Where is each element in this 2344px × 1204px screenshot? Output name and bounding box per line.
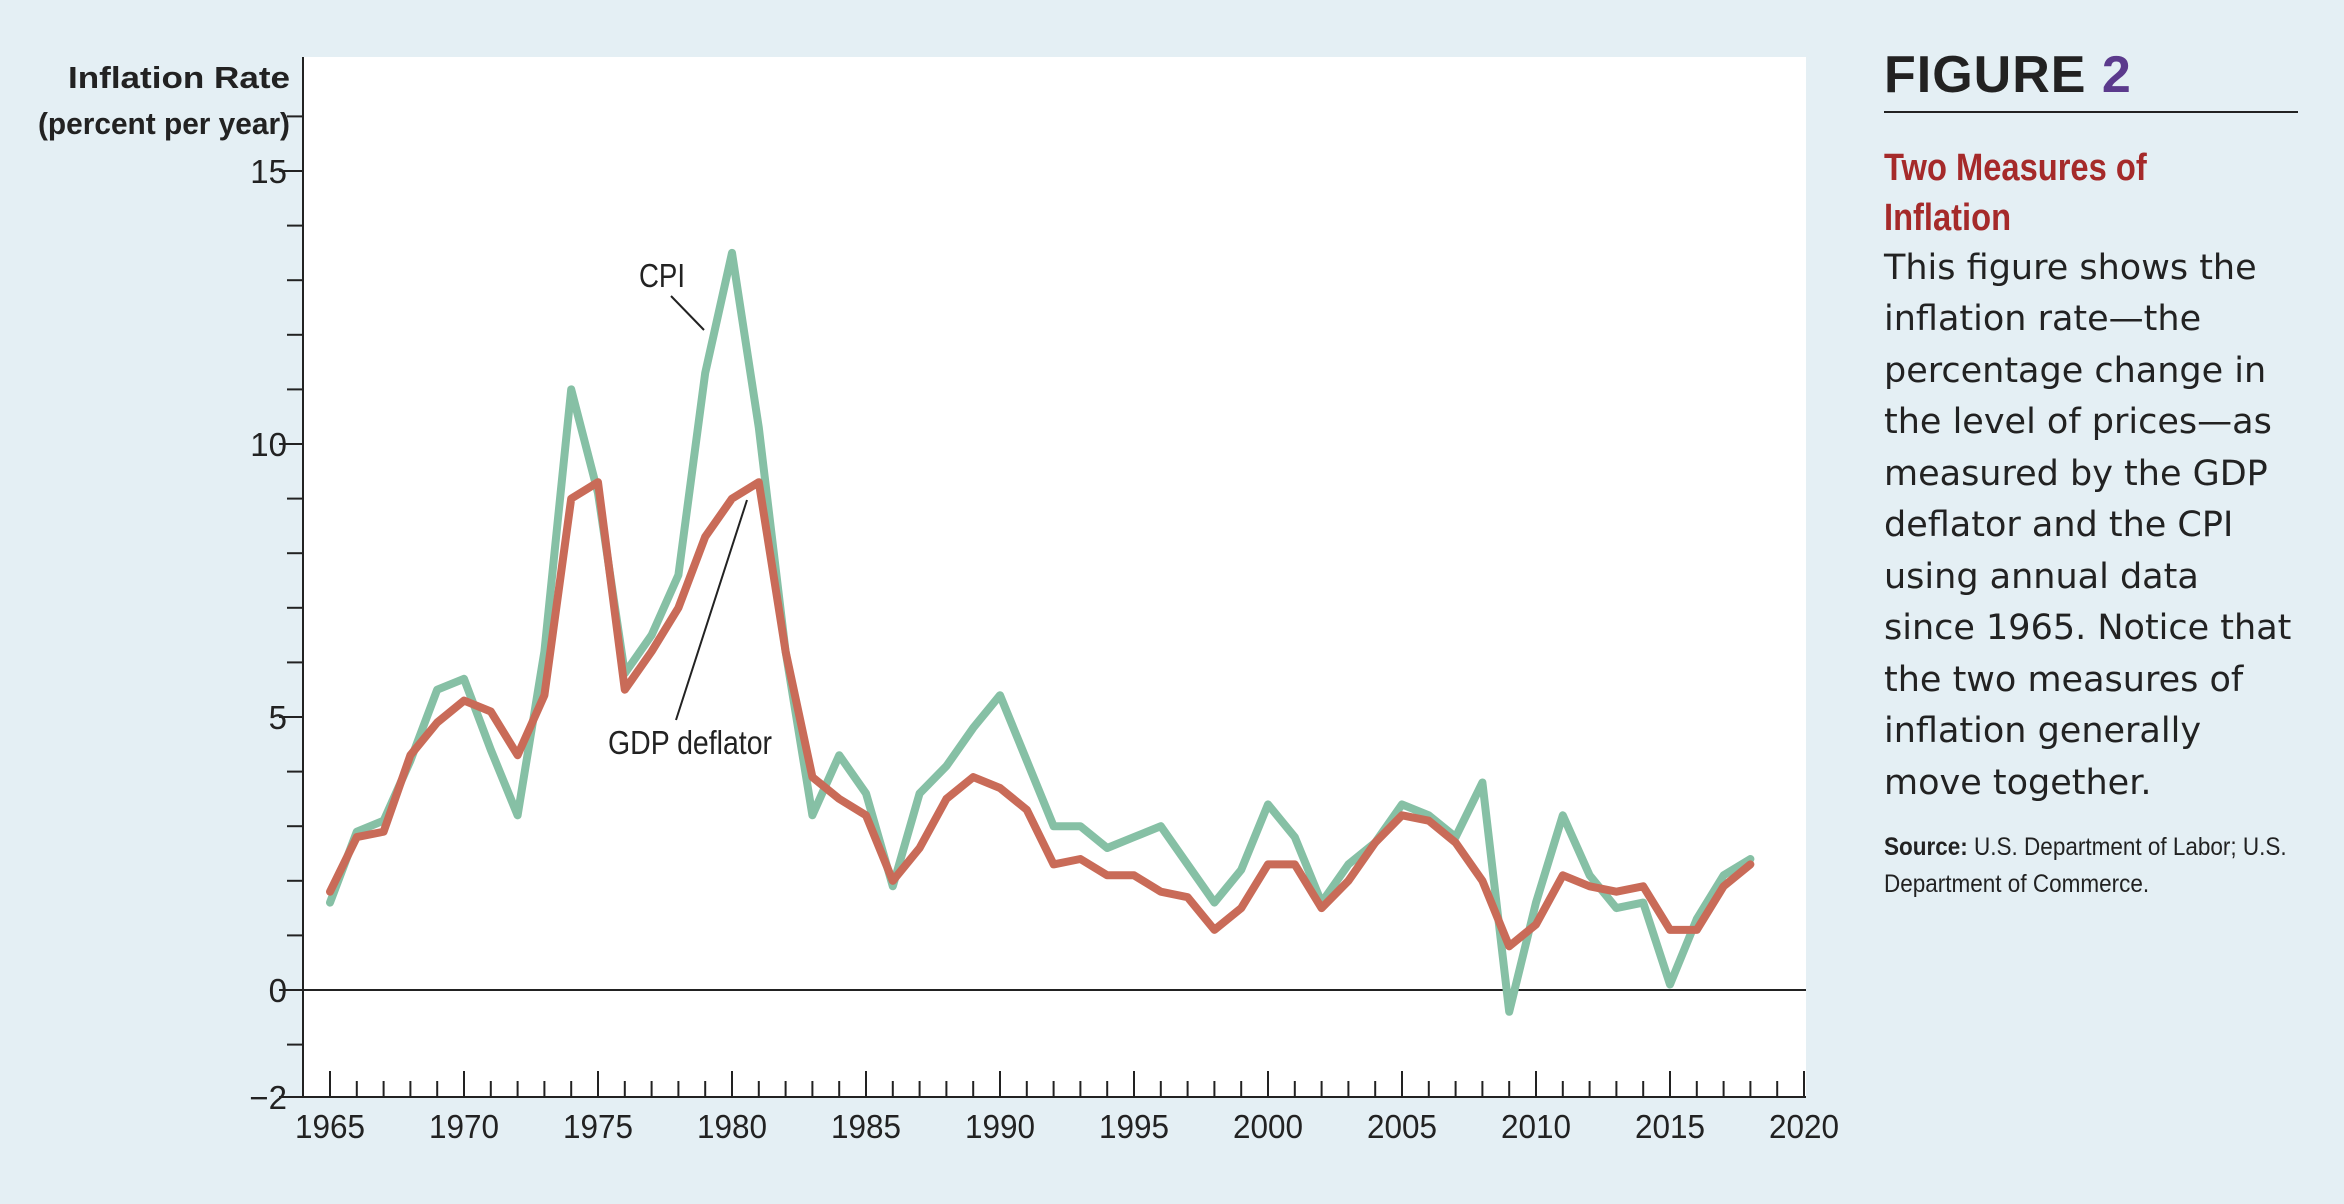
y-tick-label: 5 — [269, 699, 287, 736]
source-text: U.S. Department of Labor; U.S. Departmen… — [1884, 833, 2287, 899]
x-tick-label: 1965 — [295, 1108, 365, 1145]
plot-area — [303, 57, 1806, 1097]
figure-number: 2 — [2101, 46, 2132, 104]
x-tick-label: 2010 — [1501, 1108, 1571, 1145]
annotations: CPI GDP deflator — [608, 257, 772, 761]
gdp-deflator-annotation-label: GDP deflator — [608, 724, 772, 761]
y-tick-label: 0 — [269, 972, 287, 1009]
y-axis-label-line-2: (percent per year) — [38, 106, 290, 141]
x-tick-label: 2000 — [1233, 1108, 1303, 1145]
figure-sidebar: FIGURE 2 Two Measures of Inflation This … — [1884, 48, 2298, 903]
cpi-annotation-label: CPI — [639, 257, 685, 294]
x-tick-label: 2020 — [1769, 1108, 1839, 1145]
x-tick-label: 1980 — [697, 1108, 767, 1145]
figure-title: Two Measures of Inflation — [1884, 146, 2147, 239]
figure-label: FIGURE — [1884, 46, 2087, 104]
x-tick-label: 1975 — [563, 1108, 633, 1145]
y-axis-label-line-1: Inflation Rate — [68, 60, 290, 95]
x-tick-label: 1995 — [1099, 1108, 1169, 1145]
y-tick-label: 15 — [250, 153, 287, 190]
x-tick-label: 1985 — [831, 1108, 901, 1145]
gdp-deflator-annotation-leader — [675, 499, 748, 721]
y-tick-label: 10 — [250, 426, 287, 463]
x-tick-label: 1990 — [965, 1108, 1035, 1145]
cpi-annotation-leader — [670, 295, 705, 331]
x-tick-label: 1970 — [429, 1108, 499, 1145]
figure-description: This figure shows the inflation rate—the… — [1884, 247, 2292, 803]
x-tick-label: 2005 — [1367, 1108, 1437, 1145]
figure-source: Source: U.S. Department of Labor; U.S. D… — [1884, 829, 2298, 903]
cpi-line — [326, 248, 1755, 1016]
series-lines — [326, 248, 1755, 1016]
axes: −2 0 5 10 15 1965 1970 1975 1980 1985 1990 1995 2000… — [249, 57, 1839, 1145]
gdp-deflator-line — [326, 478, 1755, 951]
source-label: Source: — [1884, 833, 1968, 862]
y-tick-label: −2 — [249, 1079, 287, 1116]
figure-heading: FIGURE 2 — [1884, 48, 2298, 113]
x-tick-label: 2015 — [1635, 1108, 1705, 1145]
